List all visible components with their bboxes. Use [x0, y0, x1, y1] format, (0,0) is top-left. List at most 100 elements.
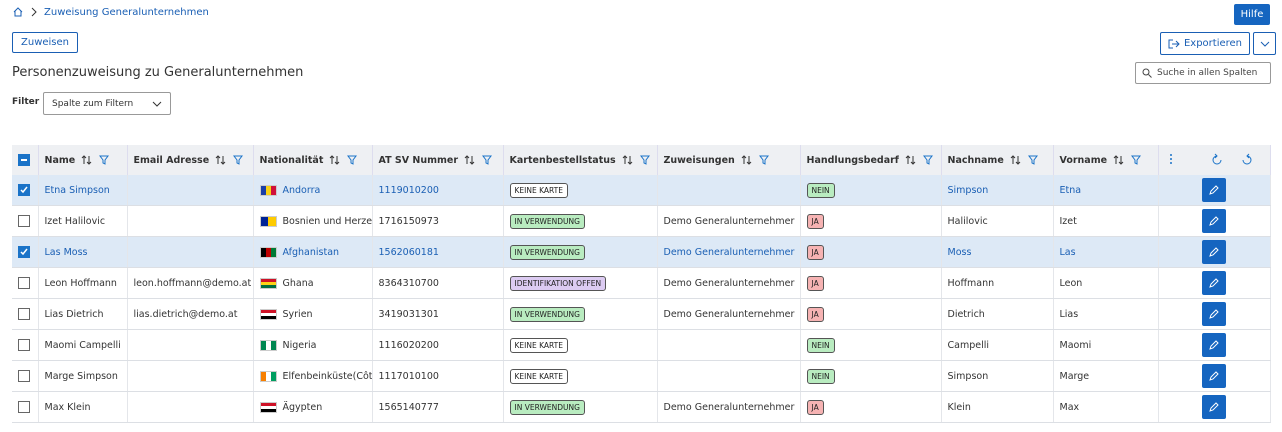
actions-cell: [1158, 391, 1271, 423]
select-cell: [12, 175, 39, 206]
cell-text: Andorra: [282, 184, 321, 196]
cell-text: Marge Simpson: [44, 370, 118, 382]
edit-button[interactable]: [1202, 240, 1226, 264]
filter-icon[interactable]: [233, 155, 244, 165]
filter-icon[interactable]: [347, 155, 358, 165]
cell-text: Max Klein: [44, 401, 91, 413]
row-checkbox[interactable]: [18, 401, 30, 413]
status-badge: IDENTIFIKATION OFFEN: [509, 275, 607, 291]
table-row[interactable]: Marge Simpson Elfenbeinküste(Côte 11170101…: [12, 360, 1271, 392]
column-header[interactable]: Email Adresse: [127, 145, 254, 175]
edit-button[interactable]: [1202, 209, 1226, 233]
status-badge: IN VERWENDUNG: [509, 244, 585, 260]
column-header[interactable]: Name: [38, 145, 128, 175]
column-header[interactable]: Handlungsbedarf: [800, 145, 942, 175]
column-header[interactable]: Nationalität: [253, 145, 373, 175]
row-checkbox[interactable]: [18, 215, 30, 227]
table-cell: [127, 175, 254, 206]
row-checkbox[interactable]: [18, 308, 30, 320]
filter-icon[interactable]: [1027, 155, 1038, 165]
filter-icon[interactable]: [922, 155, 933, 165]
cell-text: Ghana: [282, 277, 314, 289]
table-row[interactable]: Izet Halilovic Bosnien und Herzego 1716150…: [12, 205, 1271, 237]
cell-text: 3419031301: [378, 308, 439, 320]
table-cell: Lias Dietrich: [38, 298, 128, 330]
edit-button[interactable]: [1202, 395, 1226, 419]
column-header[interactable]: Vorname: [1053, 145, 1159, 175]
table-row[interactable]: Etna Simpson Andorra 1119010200 KEINE KARTE…: [12, 175, 1271, 206]
edit-button[interactable]: [1202, 364, 1226, 388]
edit-button[interactable]: [1202, 178, 1226, 202]
select-cell: [12, 360, 39, 392]
cell-text: 1117010100: [378, 370, 439, 382]
row-checkbox[interactable]: [18, 339, 30, 351]
cell-text: Lias Dietrich: [44, 308, 104, 320]
table-cell: 3419031301: [372, 298, 504, 330]
filter-icon[interactable]: [758, 155, 769, 165]
flag-stripe: [265, 185, 271, 195]
column-header[interactable]: Kartenbestellstatus: [503, 145, 658, 175]
table-cell: [127, 329, 254, 361]
sort-icon[interactable]: [1113, 155, 1125, 165]
home-icon[interactable]: [12, 6, 24, 18]
column-title: Kartenbestellstatus: [509, 154, 616, 166]
sort-icon[interactable]: [464, 155, 476, 165]
table-cell: IDENTIFIKATION OFFEN: [503, 267, 658, 299]
status-badge: KEINE KARTE: [509, 182, 569, 198]
flag-stripe: [270, 185, 276, 195]
edit-icon: [1209, 185, 1219, 195]
table-cell: IN VERWENDUNG: [503, 236, 658, 268]
select-all-checkbox[interactable]: [18, 154, 30, 166]
table-cell: [657, 175, 801, 206]
sort-icon[interactable]: [622, 155, 634, 165]
filter-icon[interactable]: [482, 155, 493, 165]
filter-icon[interactable]: [639, 155, 650, 165]
table-row[interactable]: Leon Hoffmann leon.hoffmann@demo.at Ghana 8…: [12, 267, 1271, 299]
edit-icon: [1209, 309, 1219, 319]
table-cell: Bosnien und Herzego: [253, 205, 373, 237]
cell-text: Halilovic: [947, 215, 988, 227]
row-checkbox[interactable]: [18, 277, 30, 289]
sort-icon[interactable]: [741, 155, 753, 165]
table-cell: JA: [800, 205, 942, 237]
edit-button[interactable]: [1202, 271, 1226, 295]
sort-icon[interactable]: [215, 155, 227, 165]
table-row[interactable]: Las Moss Afghanistan 1562060181 IN VERWENDU…: [12, 236, 1271, 268]
flag-stripe: [260, 281, 276, 285]
filter-icon[interactable]: [99, 155, 110, 165]
table-row[interactable]: Maomi Campelli Nigeria 1116020200 KEINE KAR…: [12, 329, 1271, 361]
table-row[interactable]: Max Klein Ägypten 1565140777 IN VERWENDUNG D…: [12, 391, 1271, 423]
cell-text: Maomi: [1059, 339, 1092, 351]
table-row[interactable]: Lias Dietrich lias.dietrich@demo.at Syrien…: [12, 298, 1271, 330]
breadcrumb-current[interactable]: Zuweisung Generalunternehmen: [44, 6, 209, 18]
country-flag: [259, 370, 277, 382]
sort-icon[interactable]: [1010, 155, 1022, 165]
column-header[interactable]: AT SV Nummer: [372, 145, 504, 175]
filter-select[interactable]: Spalte zum Filtern: [43, 92, 171, 115]
export-button[interactable]: Exportieren: [1160, 32, 1250, 55]
table-cell: Halilovic: [941, 205, 1054, 237]
sort-icon[interactable]: [81, 155, 93, 165]
export-menu-button[interactable]: [1253, 32, 1276, 55]
table-cell: Demo Generalunternehmer: [657, 205, 801, 237]
help-button[interactable]: Hilfe: [1234, 4, 1270, 25]
column-header[interactable]: Zuweisungen: [657, 145, 801, 175]
check-mark: [20, 248, 28, 256]
sort-icon[interactable]: [329, 155, 341, 165]
table-cell: Max: [1053, 391, 1159, 423]
flag-stripe: [260, 312, 276, 316]
header-actions[interactable]: [1165, 153, 1265, 165]
edit-button[interactable]: [1202, 302, 1226, 326]
row-checkbox[interactable]: [18, 370, 30, 382]
edit-button[interactable]: [1202, 333, 1226, 357]
filter-icon[interactable]: [1131, 155, 1142, 165]
cell-text: Leon Hoffmann: [44, 277, 117, 289]
assign-button[interactable]: Zuweisen: [12, 32, 78, 53]
table-cell: Dietrich: [941, 298, 1054, 330]
flag-stripe: [270, 247, 276, 257]
column-header[interactable]: Nachname: [941, 145, 1054, 175]
row-checkbox[interactable]: [18, 184, 30, 196]
sort-icon[interactable]: [905, 155, 917, 165]
search-input[interactable]: Suche in allen Spalten: [1135, 62, 1271, 84]
row-checkbox[interactable]: [18, 246, 30, 258]
